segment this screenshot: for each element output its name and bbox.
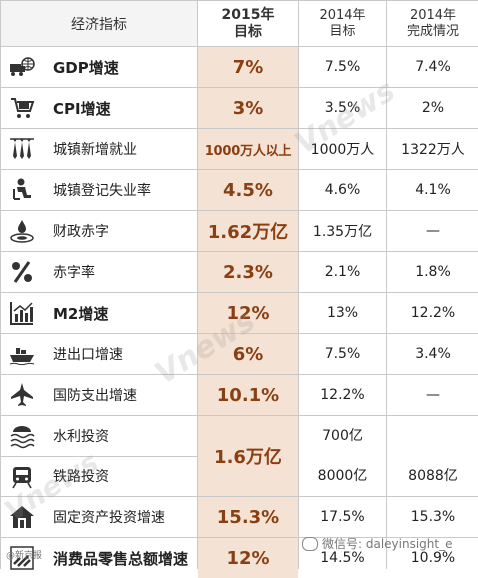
row-water-rail: 水利投资 铁路投资: [1, 416, 197, 496]
footer-source-credit: @新京报: [6, 551, 43, 561]
row-employment-target-2014: 1000万人: [299, 129, 386, 169]
row-m2-actual-2014: 12.2%: [387, 293, 478, 333]
row-m2: M2增速: [1, 293, 197, 333]
header-target-2015-line2: 目标: [234, 23, 262, 40]
header-indicator-label: 经济指标: [71, 16, 127, 33]
row-m2-label: M2增速: [53, 304, 109, 323]
row-trade: 进出口增速: [1, 334, 197, 374]
row-employment-target-2015: 1000万人以上: [198, 129, 298, 169]
row-water-label: 水利投资: [53, 428, 109, 445]
header-target-2014: 2014年 目标: [299, 1, 386, 46]
header-target-2015-line1: 2015年: [221, 6, 275, 23]
row-employment-actual-2014: 1322万人: [387, 129, 478, 169]
row-fixed-assets-target-2014: 17.5%: [299, 497, 386, 537]
row-trade-label: 进出口增速: [53, 347, 123, 363]
wechat-icon: [302, 536, 318, 551]
fighter-jet-icon: [9, 382, 35, 408]
row-fixed-assets-label: 固定资产投资增速: [53, 510, 165, 526]
row-m2-target-2015: 12%: [198, 293, 298, 333]
train-icon: [9, 463, 35, 489]
truck-globe-icon: [9, 54, 35, 80]
row-fiscal-deficit-actual-2014: —: [387, 211, 478, 251]
row-defense-target-2014: 12.2%: [299, 375, 386, 415]
row-rail-actual-2014: 8088亿: [408, 468, 458, 484]
water-waves-icon: [9, 423, 35, 449]
row-deficit-ratio-target-2014: 2.1%: [299, 252, 386, 292]
percent-icon: [9, 259, 35, 285]
header-indicator: 经济指标: [1, 1, 197, 46]
row-unemployment-label: 城镇登记失业率: [53, 183, 151, 199]
merged-target-2014: 700亿 8000亿: [299, 416, 386, 496]
merged-actual-2014: 8088亿: [387, 416, 478, 496]
row-deficit-ratio-target-2015: 2.3%: [198, 252, 298, 292]
row-unemployment-target-2014: 4.6%: [299, 170, 386, 210]
row-rail: 铁路投资: [1, 457, 197, 497]
ties-icon: [9, 136, 35, 162]
drop-ripple-icon: [9, 218, 35, 244]
shopping-cart-icon: [9, 95, 35, 121]
row-trade-actual-2014: 3.4%: [387, 334, 478, 374]
row-unemployment-target-2015: 4.5%: [198, 170, 298, 210]
row-cpi-actual-2014: 2%: [387, 88, 478, 128]
row-deficit-ratio-label: 赤字率: [53, 265, 95, 281]
row-deficit-ratio: 赤字率: [1, 252, 197, 292]
row-m2-target-2014: 13%: [299, 293, 386, 333]
row-unemployment: 城镇登记失业率: [1, 170, 197, 210]
row-defense: 国防支出增速: [1, 375, 197, 415]
merged-target-2015: 1.6万亿: [198, 416, 298, 496]
row-cpi-label: CPI增速: [53, 99, 111, 118]
row-fiscal-deficit-target-2014: 1.35万亿: [299, 211, 386, 251]
footer-wechat-credit: 微信号: daleyinsight_e: [302, 535, 452, 552]
header-target-2014-line2: 目标: [329, 23, 356, 39]
bar-chart-icon: [9, 300, 35, 326]
cargo-ship-icon: [9, 341, 35, 367]
row-defense-target-2015: 10.1%: [198, 375, 298, 415]
header-actual-2014: 2014年 完成情况: [387, 1, 478, 46]
house-icon: [9, 504, 35, 530]
row-gdp: GDP增速: [1, 47, 197, 87]
sitting-person-icon: [9, 177, 35, 203]
row-fixed-assets: 固定资产投资增速: [1, 497, 197, 537]
row-fixed-assets-target-2015: 15.3%: [198, 497, 298, 537]
row-rail-target-2014: 8000亿: [317, 468, 368, 484]
header-target-2015: 2015年 目标: [198, 1, 298, 46]
row-defense-label: 国防支出增速: [53, 388, 137, 404]
row-cpi: CPI增速: [1, 88, 197, 128]
row-water: 水利投资: [1, 416, 197, 456]
row-retail-label: 消费品零售总额增速: [53, 549, 189, 568]
row-water-target-2014: 700亿: [322, 428, 363, 444]
row-gdp-target-2014: 7.5%: [299, 47, 386, 87]
row-deficit-ratio-actual-2014: 1.8%: [387, 252, 478, 292]
row-retail-target-2015: 12%: [198, 538, 298, 578]
row-fiscal-deficit-label: 财政赤字: [53, 224, 109, 240]
header-actual-2014-line2: 完成情况: [406, 23, 459, 39]
row-employment: 城镇新增就业: [1, 129, 197, 169]
header-target-2014-line1: 2014年: [319, 7, 366, 23]
row-fiscal-deficit-target-2015: 1.62万亿: [198, 211, 298, 251]
row-employment-label: 城镇新增就业: [53, 142, 137, 158]
row-cpi-target-2014: 3.5%: [299, 88, 386, 128]
row-gdp-target-2015: 7%: [198, 47, 298, 87]
row-trade-target-2014: 7.5%: [299, 334, 386, 374]
header-actual-2014-line1: 2014年: [409, 7, 457, 23]
row-fixed-assets-actual-2014: 15.3%: [387, 497, 478, 537]
footer-wechat-text: 微信号: daleyinsight_e: [322, 537, 453, 551]
row-cpi-target-2015: 3%: [198, 88, 298, 128]
row-trade-target-2015: 6%: [198, 334, 298, 374]
row-rail-label: 铁路投资: [53, 469, 109, 486]
row-divider: [1, 455, 197, 457]
row-fiscal-deficit: 财政赤字: [1, 211, 197, 251]
row-unemployment-actual-2014: 4.1%: [387, 170, 478, 210]
row-defense-actual-2014: —: [387, 375, 478, 415]
row-gdp-label: GDP增速: [53, 58, 119, 77]
row-gdp-actual-2014: 7.4%: [387, 47, 478, 87]
